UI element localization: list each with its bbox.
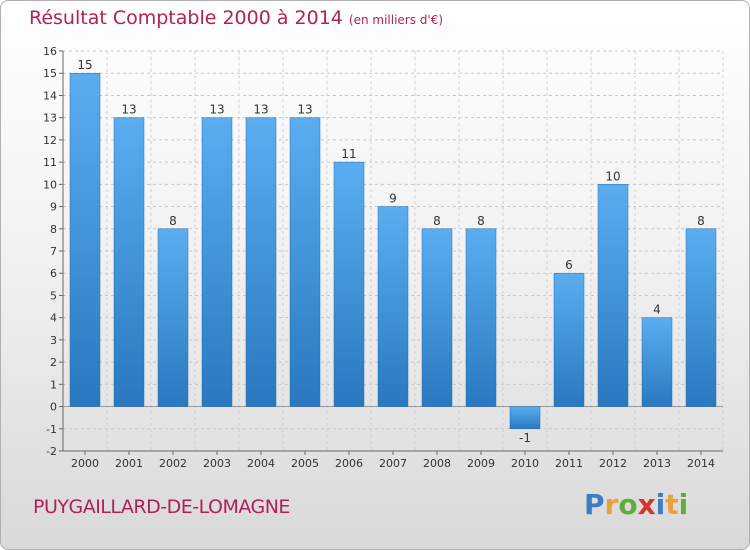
bar[interactable] [69, 72, 101, 407]
proxiti-logo[interactable]: Proxiti [584, 488, 688, 521]
x-tick-label: 2009 [467, 457, 495, 470]
data-label: 4 [653, 303, 661, 317]
logo-letter: i [678, 488, 689, 521]
y-tick-label: 11 [43, 156, 57, 169]
y-tick-label: 4 [50, 312, 57, 325]
bar[interactable] [377, 206, 409, 407]
data-label: 13 [297, 103, 312, 117]
x-tick-label: 2000 [71, 457, 99, 470]
y-tick-label: 7 [50, 245, 57, 258]
x-tick-label: 2001 [115, 457, 143, 470]
x-tick-label: 2004 [247, 457, 275, 470]
data-label: -1 [519, 431, 531, 445]
data-label: 10 [605, 169, 620, 183]
bar[interactable] [421, 228, 453, 407]
x-tick-label: 2011 [555, 457, 583, 470]
y-tick-label: 8 [50, 223, 57, 236]
chart-title: Résultat Comptable 2000 à 2014 (en millie… [29, 7, 444, 29]
x-tick-label: 2003 [203, 457, 231, 470]
data-label: 8 [697, 214, 705, 228]
bar[interactable] [289, 117, 321, 407]
data-label: 9 [389, 192, 397, 206]
logo-letter: o [618, 488, 638, 521]
bar[interactable] [157, 228, 189, 407]
logo-letter: r [604, 488, 619, 521]
bar[interactable] [333, 161, 365, 407]
bar[interactable] [113, 117, 145, 407]
y-tick-label: 13 [43, 112, 57, 125]
bar[interactable] [245, 117, 277, 407]
place-name: PUYGAILLARD-DE-LOMAGNE [33, 496, 290, 518]
bar[interactable] [597, 184, 629, 407]
data-label: 11 [341, 147, 356, 161]
data-label: 8 [477, 214, 485, 228]
data-label: 15 [77, 58, 92, 72]
y-tick-label: 2 [50, 356, 57, 369]
logo-letter: t [665, 488, 679, 521]
logo-letter: i [655, 488, 666, 521]
y-tick-label: -2 [46, 445, 57, 458]
data-label: 13 [253, 103, 268, 117]
bar[interactable] [465, 228, 497, 407]
logo-letter: P [584, 488, 605, 521]
x-tick-label: 2007 [379, 457, 407, 470]
bar[interactable] [553, 272, 585, 407]
y-tick-label: 0 [50, 401, 57, 414]
bar[interactable] [509, 406, 541, 430]
y-tick-label: 1 [50, 378, 57, 391]
x-tick-label: 2006 [335, 457, 363, 470]
y-tick-label: 9 [50, 201, 57, 214]
x-tick-label: 2005 [291, 457, 319, 470]
data-label: 8 [169, 214, 177, 228]
y-tick-label: 5 [50, 289, 57, 302]
x-tick-label: 2014 [687, 457, 715, 470]
data-label: 13 [121, 103, 136, 117]
data-label: 8 [433, 214, 441, 228]
data-label: 13 [209, 103, 224, 117]
y-tick-label: 6 [50, 267, 57, 280]
y-tick-label: 15 [43, 67, 57, 80]
y-tick-label: -1 [46, 423, 57, 436]
x-tick-label: 2010 [511, 457, 539, 470]
y-tick-label: 10 [43, 178, 57, 191]
y-tick-label: 14 [43, 89, 57, 102]
bar[interactable] [685, 228, 717, 407]
x-tick-label: 2012 [599, 457, 627, 470]
bar[interactable] [641, 317, 673, 407]
y-tick-label: 12 [43, 134, 57, 147]
y-tick-label: 16 [43, 45, 57, 58]
y-tick-label: 3 [50, 334, 57, 347]
bar[interactable] [201, 117, 233, 407]
logo-letter: x [637, 488, 656, 521]
x-tick-label: 2008 [423, 457, 451, 470]
chart-subtitle: (en milliers d'€) [348, 13, 444, 27]
data-label: 6 [565, 258, 573, 272]
x-tick-label: 2002 [159, 457, 187, 470]
x-tick-label: 2013 [643, 457, 671, 470]
